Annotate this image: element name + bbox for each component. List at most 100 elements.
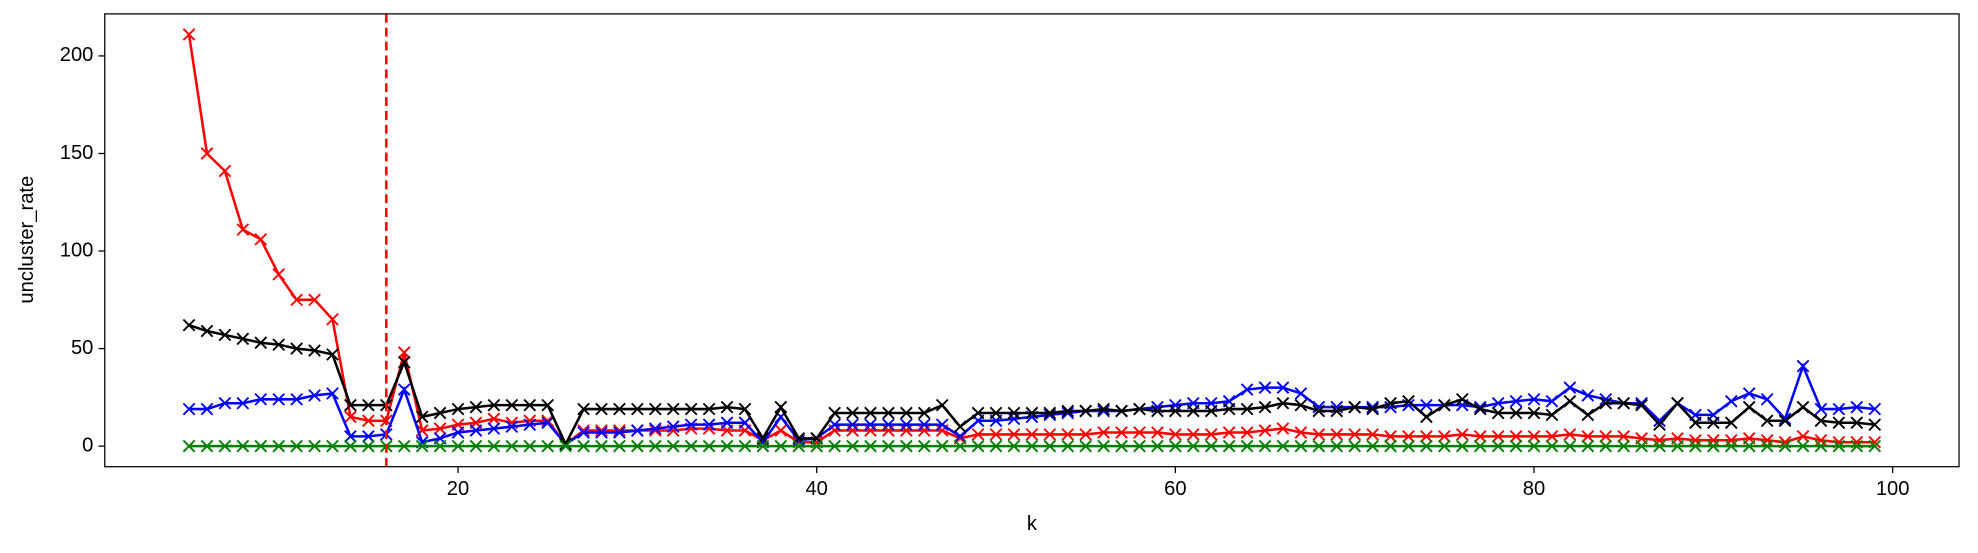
marker bbox=[1043, 428, 1057, 441]
marker bbox=[1742, 400, 1756, 414]
x-tick-label: 20 bbox=[447, 478, 469, 500]
marker bbox=[882, 418, 895, 432]
marker bbox=[917, 439, 931, 453]
marker bbox=[1653, 439, 1666, 453]
marker bbox=[272, 268, 286, 281]
marker bbox=[595, 424, 608, 437]
marker bbox=[1724, 439, 1738, 453]
marker bbox=[1437, 398, 1451, 412]
marker bbox=[1169, 439, 1182, 453]
marker bbox=[433, 406, 447, 420]
marker bbox=[595, 439, 608, 453]
marker bbox=[1222, 439, 1236, 453]
marker bbox=[1204, 428, 1218, 441]
marker bbox=[200, 324, 214, 338]
marker bbox=[1097, 404, 1110, 418]
marker bbox=[720, 439, 734, 453]
marker bbox=[1025, 428, 1039, 441]
marker bbox=[344, 410, 357, 424]
marker bbox=[415, 410, 429, 424]
marker bbox=[182, 318, 196, 332]
marker bbox=[1689, 416, 1702, 430]
marker bbox=[1115, 439, 1128, 453]
marker bbox=[971, 406, 985, 420]
marker bbox=[1617, 439, 1631, 453]
marker bbox=[1258, 400, 1272, 414]
marker bbox=[1294, 398, 1308, 412]
marker bbox=[810, 439, 824, 453]
marker bbox=[1348, 400, 1362, 414]
marker bbox=[846, 418, 859, 432]
marker bbox=[1796, 400, 1810, 414]
marker bbox=[577, 426, 590, 439]
marker bbox=[505, 439, 519, 453]
marker bbox=[595, 402, 608, 416]
x-tick-label: 40 bbox=[805, 478, 827, 500]
marker bbox=[738, 402, 752, 416]
marker bbox=[1169, 428, 1182, 441]
marker bbox=[290, 342, 303, 355]
marker bbox=[290, 293, 303, 307]
marker bbox=[1025, 406, 1039, 420]
marker bbox=[1635, 398, 1648, 412]
marker bbox=[1133, 402, 1146, 416]
series-line bbox=[187, 34, 1875, 446]
marker bbox=[397, 439, 411, 453]
marker bbox=[828, 406, 841, 420]
marker bbox=[218, 164, 232, 178]
marker bbox=[1294, 426, 1308, 439]
marker bbox=[1402, 439, 1415, 453]
marker bbox=[1832, 439, 1846, 453]
marker bbox=[1689, 433, 1702, 447]
y-tick-label: 200 bbox=[60, 44, 94, 66]
marker bbox=[1653, 433, 1666, 447]
marker bbox=[1312, 428, 1326, 441]
marker bbox=[917, 418, 931, 432]
marker bbox=[613, 439, 626, 453]
marker bbox=[362, 430, 375, 443]
marker bbox=[1330, 404, 1344, 418]
marker bbox=[900, 418, 913, 432]
marker bbox=[738, 416, 752, 430]
marker bbox=[1635, 396, 1648, 410]
marker bbox=[451, 402, 465, 416]
marker bbox=[1832, 416, 1846, 430]
marker bbox=[792, 439, 806, 453]
marker bbox=[828, 418, 841, 432]
marker bbox=[344, 439, 357, 453]
marker bbox=[1473, 439, 1487, 453]
marker bbox=[362, 398, 375, 412]
marker bbox=[272, 392, 286, 406]
marker bbox=[1742, 439, 1756, 453]
marker bbox=[864, 406, 877, 420]
marker bbox=[1545, 430, 1559, 443]
marker bbox=[1133, 439, 1146, 453]
marker bbox=[1097, 426, 1110, 439]
marker bbox=[684, 439, 698, 453]
marker bbox=[989, 406, 1003, 420]
marker bbox=[326, 312, 339, 326]
marker bbox=[254, 392, 268, 406]
marker bbox=[1527, 439, 1541, 453]
marker bbox=[684, 402, 698, 416]
marker bbox=[1240, 439, 1254, 453]
marker bbox=[236, 223, 250, 236]
marker bbox=[1204, 404, 1218, 418]
marker bbox=[1079, 439, 1093, 453]
marker bbox=[1402, 430, 1415, 443]
marker bbox=[397, 346, 411, 359]
marker bbox=[1240, 383, 1254, 396]
marker bbox=[326, 387, 339, 400]
marker bbox=[487, 422, 501, 435]
marker bbox=[218, 439, 232, 453]
marker bbox=[1079, 428, 1093, 441]
marker bbox=[200, 147, 214, 160]
marker bbox=[1007, 412, 1021, 426]
marker bbox=[1491, 439, 1505, 453]
marker bbox=[1760, 439, 1774, 453]
marker bbox=[1527, 430, 1541, 443]
marker bbox=[1724, 394, 1738, 408]
marker bbox=[1509, 430, 1523, 443]
x-tick-label: 80 bbox=[1523, 478, 1545, 500]
marker bbox=[1276, 396, 1290, 410]
